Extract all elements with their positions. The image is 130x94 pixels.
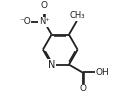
Text: CH₃: CH₃: [69, 11, 85, 20]
Text: N: N: [48, 60, 55, 70]
Text: N⁺: N⁺: [39, 17, 50, 26]
Text: OH: OH: [96, 68, 110, 77]
Text: O: O: [41, 1, 48, 10]
Text: O: O: [79, 84, 86, 93]
Text: ⁻O: ⁻O: [19, 17, 31, 26]
